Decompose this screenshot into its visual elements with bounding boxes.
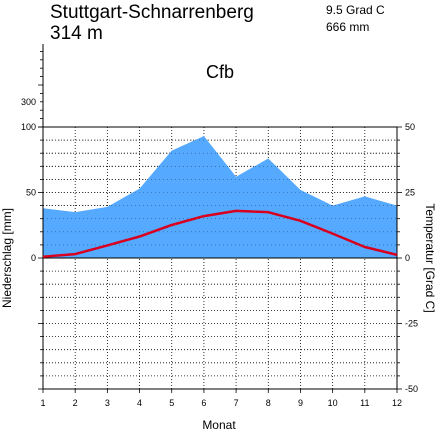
x-axis-title: Monat	[202, 418, 236, 430]
left-tick-label: 0	[31, 253, 36, 263]
x-tick-label: 2	[73, 398, 78, 408]
precip-area-shape	[43, 136, 397, 258]
left-tick-label: 50	[26, 188, 36, 198]
right-tick-label: -50	[405, 384, 418, 394]
x-tick-label: 1	[40, 398, 45, 408]
x-tick-label: 10	[328, 398, 338, 408]
upper-precip-axis	[38, 44, 44, 128]
x-tick-label: 8	[266, 398, 271, 408]
x-tick-label: 9	[298, 398, 303, 408]
right-tick-label: 0	[405, 253, 410, 263]
climate-classification: Cfb	[206, 62, 234, 82]
x-tick-label: 3	[105, 398, 110, 408]
axis-ticks	[38, 126, 402, 393]
x-tick-label: 4	[137, 398, 142, 408]
x-tick-label: 6	[201, 398, 206, 408]
left-axis-title: Niederschlag [mm]	[0, 208, 14, 308]
left-tick-label: 300	[21, 97, 36, 107]
annual-precipitation: 666 mm	[326, 20, 369, 34]
x-tick-label: 5	[169, 398, 174, 408]
x-tick-label: 7	[234, 398, 239, 408]
station-elevation: 314 m	[50, 23, 103, 44]
x-tick-label: 12	[392, 398, 402, 408]
temperature-series-line	[42, 209, 398, 258]
right-axis-title: Temperatur [Grad C]	[423, 203, 437, 312]
right-tick-label: 50	[405, 122, 415, 132]
mean-temperature: 9.5 Grad C	[326, 3, 385, 17]
right-tick-label: 25	[405, 188, 415, 198]
station-name: Stuttgart-Schnarrenberg	[50, 2, 254, 23]
right-tick-label: -25	[405, 319, 418, 329]
left-tick-label: 100	[21, 122, 36, 132]
x-tick-label: 11	[360, 398, 369, 408]
temperature-line	[42, 209, 398, 258]
precipitation-area	[43, 136, 397, 258]
